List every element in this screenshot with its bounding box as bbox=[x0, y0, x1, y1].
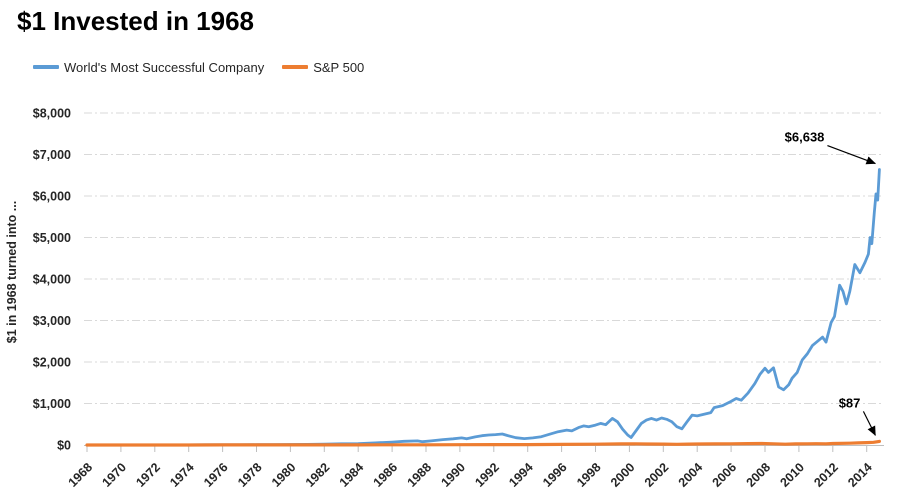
legend-swatch-icon bbox=[282, 65, 309, 69]
y-tick-label: $2,000 bbox=[33, 356, 71, 370]
x-tick-label: 2002 bbox=[642, 460, 672, 490]
x-tick-label: 1970 bbox=[99, 460, 129, 490]
x-tick-label: 1980 bbox=[269, 460, 299, 490]
y-axis-title: $1 in 1968 turned into ... bbox=[5, 201, 19, 343]
y-tick-label: $6,000 bbox=[33, 190, 71, 204]
x-tick-label: 1984 bbox=[337, 460, 367, 490]
legend-label: S&P 500 bbox=[313, 59, 365, 75]
x-tick-label: 2000 bbox=[608, 460, 638, 490]
x-tick-label: 2008 bbox=[744, 460, 774, 490]
y-tick-label: $3,000 bbox=[33, 314, 71, 328]
legend-swatch-icon bbox=[33, 65, 59, 69]
x-tick-label: 1972 bbox=[133, 460, 163, 490]
x-tick-label: 2004 bbox=[676, 460, 706, 490]
x-tick-label: 1982 bbox=[303, 460, 333, 490]
x-tick-label: 1992 bbox=[472, 460, 502, 490]
annotation-arrow bbox=[827, 144, 876, 165]
x-tick-label: 2006 bbox=[710, 460, 740, 490]
y-tick-label: $7,000 bbox=[33, 148, 71, 162]
annotation-arrow bbox=[862, 411, 876, 436]
chart-title: $1 Invested in 1968 bbox=[17, 6, 255, 36]
x-tick-label: 1986 bbox=[371, 460, 401, 490]
x-tick-label: 2010 bbox=[777, 460, 807, 490]
y-tick-label: $8,000 bbox=[33, 107, 71, 121]
y-tick-label: $1,000 bbox=[33, 397, 71, 411]
x-tick-label: 1998 bbox=[574, 460, 604, 490]
x-tick-label: 2012 bbox=[811, 460, 841, 490]
x-tick-label: 1968 bbox=[66, 460, 96, 490]
annotation-label: $87 bbox=[839, 395, 861, 410]
x-tick-label: 1996 bbox=[540, 460, 570, 490]
plot-area: $0 $1,000 $2,000 $3,000 $4,000 $5,000 $6,000 $7… bbox=[33, 107, 884, 490]
annotation-label: $6,638 bbox=[785, 130, 825, 145]
series-line-sp500 bbox=[85, 439, 882, 447]
x-tick-label: 1994 bbox=[506, 460, 536, 490]
x-tick-label: 1974 bbox=[167, 460, 197, 490]
chart-legend: World's Most Successful Company S&P 500 bbox=[33, 58, 364, 76]
y-tick-label: $5,000 bbox=[33, 231, 71, 245]
legend-label: World's Most Successful Company bbox=[64, 59, 265, 75]
legend-item: World's Most Successful Company bbox=[33, 60, 264, 75]
x-tick-label: 1988 bbox=[405, 460, 435, 490]
series-line-company bbox=[85, 168, 881, 447]
y-tick-label: $0 bbox=[57, 439, 71, 453]
x-tick-label: 1978 bbox=[235, 460, 265, 490]
x-tick-label: 2014 bbox=[845, 460, 875, 490]
legend-item: S&P 500 bbox=[282, 60, 364, 75]
x-tick-label: 1990 bbox=[438, 460, 468, 490]
x-tick-label: 1976 bbox=[201, 460, 231, 490]
y-tick-label: $4,000 bbox=[33, 273, 71, 287]
